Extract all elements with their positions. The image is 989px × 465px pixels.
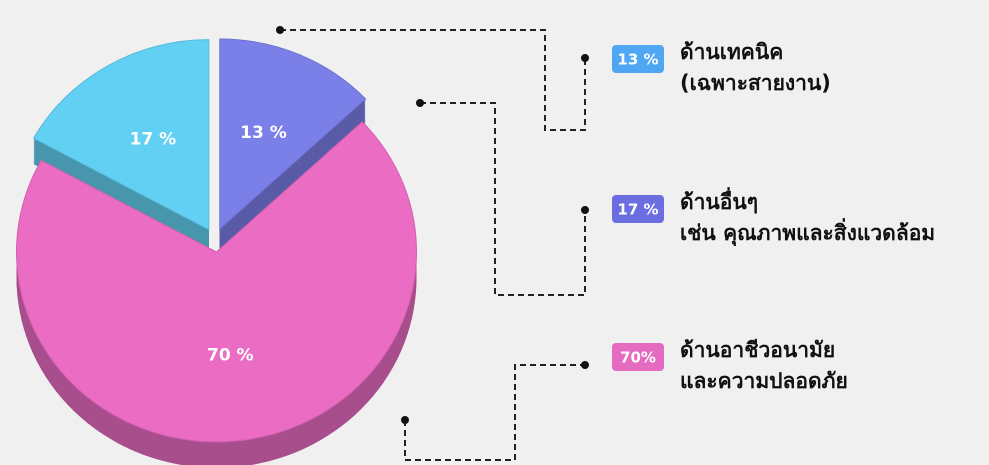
leader-line — [404, 364, 585, 461]
leader-lines — [276, 26, 589, 461]
legend-badge-label: 17 % — [617, 201, 658, 219]
slice-label: 70 % — [207, 346, 254, 366]
leader-dot — [581, 206, 589, 214]
legend-label: ด้านอื่นๆ — [680, 186, 758, 214]
legend-item: 13 % ด้านเทคนิค (เฉพาะสายงาน) — [612, 40, 831, 95]
leader-line — [420, 102, 586, 296]
legend-badge — [612, 195, 664, 223]
leader-dot — [401, 416, 409, 424]
legend-label: ด้านเทคนิค — [680, 40, 783, 64]
legend-label: (เฉพาะสายงาน) — [680, 71, 831, 95]
legend-badge-label: 70% — [620, 349, 656, 367]
legend-label: และความปลอดภัย — [680, 369, 848, 393]
slice-label: 13 % — [240, 123, 287, 143]
slice-label: 17 % — [130, 130, 177, 150]
slice — [32, 39, 210, 231]
leader-dot — [581, 361, 589, 369]
leader-line — [280, 29, 586, 131]
leader-dot — [416, 99, 424, 107]
legend-badge — [612, 45, 664, 73]
pie: 13 % 70 % 17 % — [16, 38, 417, 465]
leader-dot — [581, 54, 589, 62]
legend-label: ด้านอาชีวอนามัย — [680, 338, 835, 362]
leader-dot — [276, 26, 284, 34]
slice — [219, 38, 367, 231]
legend-badge-label: 13 % — [617, 51, 658, 69]
slice — [16, 121, 417, 443]
legend-label: เช่น คุณภาพและสิ่งแวดล้อม — [680, 217, 935, 247]
legend-badge — [612, 343, 664, 371]
